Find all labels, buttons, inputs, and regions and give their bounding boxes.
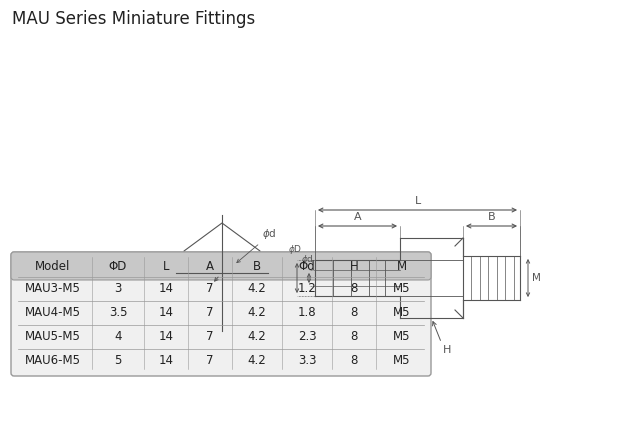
Text: 3.3: 3.3	[297, 354, 316, 368]
Text: H: H	[350, 259, 359, 273]
Text: Model: Model	[35, 259, 71, 273]
Text: 4: 4	[114, 330, 122, 344]
Text: 7: 7	[206, 354, 214, 368]
Text: Φd: Φd	[299, 259, 315, 273]
Text: 4.2: 4.2	[248, 354, 266, 368]
Text: 7: 7	[206, 282, 214, 295]
Text: 8: 8	[350, 330, 358, 344]
Text: H: H	[443, 345, 451, 355]
Text: 4.2: 4.2	[248, 282, 266, 295]
Text: MAU5-M5: MAU5-M5	[25, 330, 81, 344]
Text: $\phi$d: $\phi$d	[262, 227, 276, 241]
Text: 2.3: 2.3	[297, 330, 317, 344]
Text: 1.2: 1.2	[297, 282, 317, 295]
Text: 4.2: 4.2	[248, 306, 266, 319]
Text: 8: 8	[350, 306, 358, 319]
Text: B: B	[253, 259, 261, 273]
Text: L: L	[162, 259, 169, 273]
Text: 3.5: 3.5	[109, 306, 127, 319]
Text: $\phi$d: $\phi$d	[301, 253, 313, 266]
Text: $\phi$D: $\phi$D	[288, 243, 302, 256]
Text: 8: 8	[350, 282, 358, 295]
Text: 3: 3	[114, 282, 122, 295]
Text: M: M	[397, 259, 407, 273]
Text: 14: 14	[159, 306, 173, 319]
Text: MAU4-M5: MAU4-M5	[25, 306, 81, 319]
Text: MAU3-M5: MAU3-M5	[25, 282, 81, 295]
Text: B: B	[488, 212, 496, 222]
Text: M5: M5	[393, 282, 411, 295]
Text: 7: 7	[206, 330, 214, 344]
Text: A: A	[354, 212, 361, 222]
Text: A: A	[206, 259, 214, 273]
Text: M: M	[532, 273, 541, 283]
Text: M5: M5	[393, 354, 411, 368]
Text: L: L	[415, 196, 420, 206]
Text: M5: M5	[393, 306, 411, 319]
Text: 1.8: 1.8	[297, 306, 317, 319]
Text: 14: 14	[159, 282, 173, 295]
FancyBboxPatch shape	[11, 252, 431, 280]
Text: 5: 5	[114, 354, 122, 368]
Text: 14: 14	[159, 330, 173, 344]
Text: MAU Series Miniature Fittings: MAU Series Miniature Fittings	[12, 10, 255, 28]
Text: 14: 14	[159, 354, 173, 368]
Text: MAU6-M5: MAU6-M5	[25, 354, 81, 368]
FancyBboxPatch shape	[11, 252, 431, 376]
Text: M5: M5	[393, 330, 411, 344]
Text: 8: 8	[350, 354, 358, 368]
Text: ΦD: ΦD	[109, 259, 127, 273]
Text: 7: 7	[206, 306, 214, 319]
Text: 4.2: 4.2	[248, 330, 266, 344]
